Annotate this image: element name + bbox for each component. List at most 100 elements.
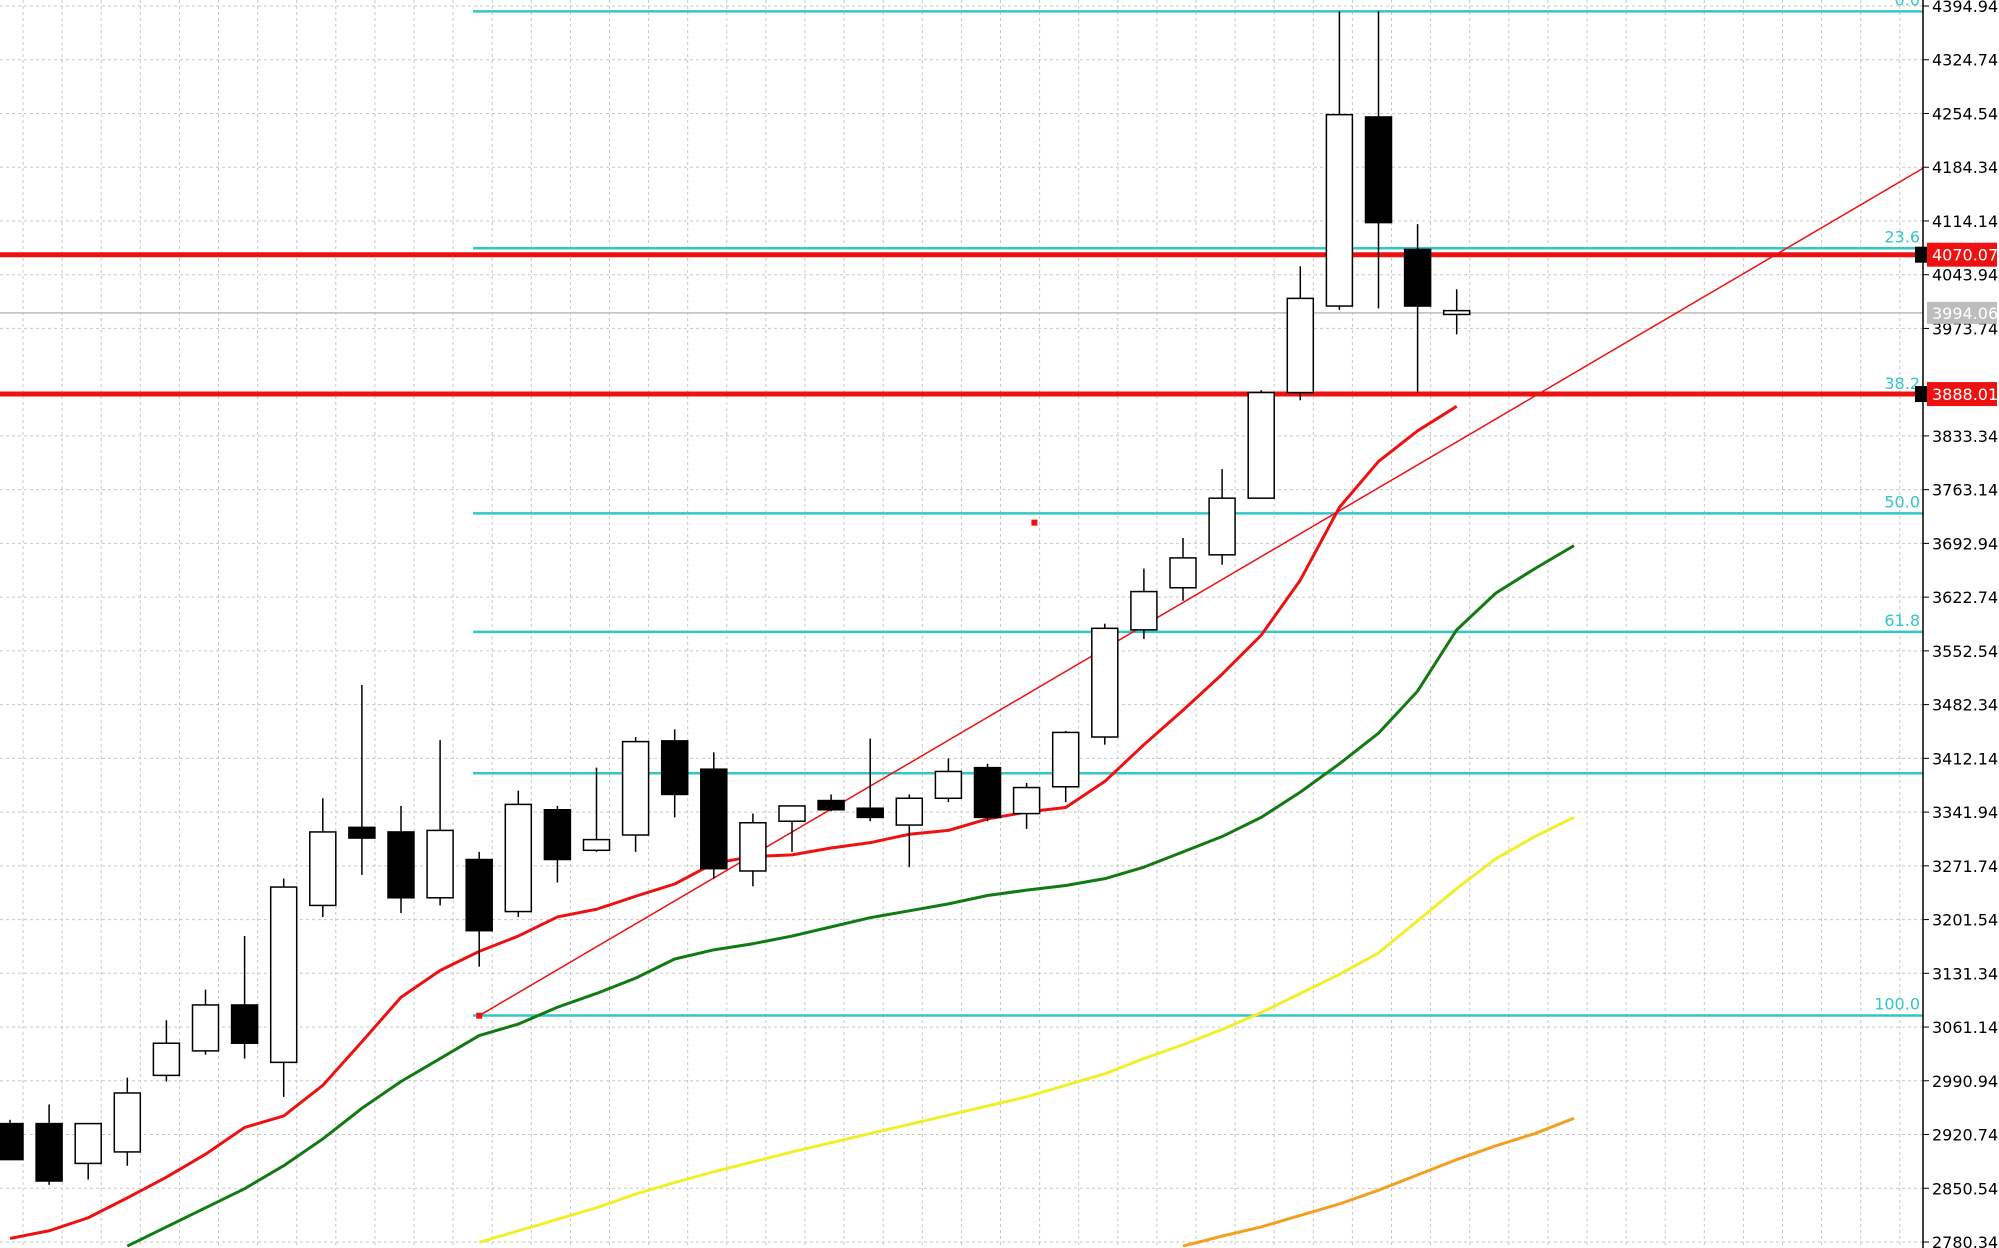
- candle-body-bull: [1208, 497, 1236, 556]
- candle-body-bull: [426, 829, 454, 899]
- candle: [1286, 266, 1315, 401]
- current-price-tag: 3994.06: [1927, 301, 1998, 324]
- candle: [582, 767, 611, 852]
- candle: [1208, 469, 1236, 565]
- candle-body-bull: [1012, 786, 1041, 815]
- candle: [74, 1122, 102, 1180]
- candle: [1403, 224, 1432, 393]
- resistance-lines[interactable]: [0, 252, 1923, 397]
- candle-body-bull: [1091, 627, 1119, 738]
- price-tick-label: 3692.94: [1932, 534, 1998, 553]
- candle-body-bull: [1325, 113, 1354, 307]
- price-tick-label: 3482.34: [1932, 696, 1998, 715]
- candle-body-bull: [895, 797, 924, 826]
- price-tick-label: 3341.94: [1932, 803, 1998, 822]
- candle: [1364, 11, 1393, 309]
- trend-line[interactable]: [476, 167, 1924, 1019]
- level-price-tag: 4070.07: [1915, 242, 1998, 267]
- candle-body-bull: [504, 803, 533, 913]
- level-price-tag: 3888.01: [1915, 382, 1998, 407]
- candle-body-bear: [387, 831, 415, 899]
- price-tick-label: 2780.34: [1932, 1233, 1998, 1248]
- candle-body-bear: [1403, 248, 1432, 307]
- level-price-tag-label: 4070.07: [1932, 246, 1998, 265]
- level-price-tag-label: 3888.01: [1932, 385, 1998, 404]
- price-tick-label: 4394.94: [1932, 0, 1998, 16]
- candle: [269, 878, 298, 1097]
- candle-body-bull: [152, 1042, 181, 1077]
- level-handle[interactable]: [1915, 246, 1927, 263]
- candle: [309, 798, 337, 917]
- candle-body-bull: [934, 770, 963, 800]
- price-tick-label: 3131.34: [1932, 964, 1998, 983]
- candle-body-bull: [74, 1122, 102, 1165]
- candle-body-bull: [191, 1004, 220, 1052]
- candle-body-bull: [1442, 309, 1471, 316]
- candle: [817, 794, 845, 812]
- price-tick-label: 3833.34: [1932, 427, 1998, 446]
- price-tick-label: 4184.34: [1932, 158, 1998, 177]
- price-tick-label: 3763.14: [1932, 481, 1998, 500]
- moving-averages: [9, 405, 1575, 1248]
- price-tick-label: 4043.94: [1932, 266, 1998, 285]
- candle-body-bull: [1130, 590, 1158, 631]
- candle-body-bear: [35, 1122, 63, 1182]
- candle-body-bear: [973, 766, 1002, 819]
- candle-body-bull: [739, 822, 767, 872]
- price-axis-background: [1923, 0, 1999, 1248]
- candle: [621, 737, 650, 852]
- candle-body-bull: [621, 740, 650, 836]
- moving-average-line: [478, 816, 1575, 1244]
- candle: [1012, 782, 1041, 829]
- candle: [1442, 289, 1471, 335]
- price-tick-label: 3201.54: [1932, 911, 1998, 930]
- candle-body-bear: [348, 826, 376, 839]
- candle: [895, 794, 924, 868]
- candle: [348, 684, 376, 875]
- candle: [387, 805, 415, 914]
- candle: [1130, 568, 1158, 640]
- candle: [465, 851, 493, 967]
- candle-body-bear: [1364, 116, 1393, 224]
- candle-body-bear: [700, 768, 728, 870]
- candle-body-bear: [817, 799, 845, 811]
- price-tick-label: 3973.74: [1932, 319, 1998, 338]
- price-tick-label: 3061.14: [1932, 1018, 1998, 1037]
- candle: [856, 738, 884, 822]
- level-price-tag-bg: [1927, 382, 1997, 407]
- price-tick-label: 2990.94: [1932, 1072, 1998, 1091]
- trend-line-stroke[interactable]: [478, 167, 1924, 1017]
- candlesticks: [0, 11, 1471, 1185]
- candle: [1091, 623, 1119, 745]
- candle: [934, 758, 963, 803]
- current-price-tag-bg: [1927, 301, 1997, 324]
- candle-body-bear: [0, 1122, 24, 1161]
- candle-body-bull: [1286, 297, 1315, 394]
- candle-body-bull: [309, 831, 337, 907]
- candle: [1247, 390, 1275, 499]
- moving-average-line: [126, 544, 1575, 1248]
- candle: [113, 1077, 142, 1166]
- candle-body-bull: [1169, 557, 1197, 589]
- candle-body-bear: [543, 808, 572, 861]
- candle: [191, 989, 220, 1055]
- price-tick-label: 4254.54: [1932, 104, 1998, 123]
- candle-body-bull: [269, 886, 298, 1064]
- candle: [35, 1104, 63, 1185]
- candle: [1325, 11, 1354, 310]
- candle-body-bear: [856, 807, 884, 819]
- moving-average-line: [1182, 1116, 1575, 1248]
- fib-level-label: 100.0: [1874, 994, 1920, 1013]
- current-price-tag-label: 3994.06: [1932, 304, 1998, 323]
- fib-level-label: 38.2: [1884, 374, 1920, 393]
- trend-line-anchor[interactable]: [476, 1012, 483, 1019]
- candle: [973, 763, 1002, 822]
- candle: [543, 805, 572, 883]
- trend-line-anchor[interactable]: [1031, 519, 1038, 526]
- candle-body-bull: [582, 838, 611, 852]
- level-handle[interactable]: [1915, 386, 1927, 403]
- level-price-tag-bg: [1927, 242, 1997, 267]
- candle-body-bull: [113, 1092, 142, 1153]
